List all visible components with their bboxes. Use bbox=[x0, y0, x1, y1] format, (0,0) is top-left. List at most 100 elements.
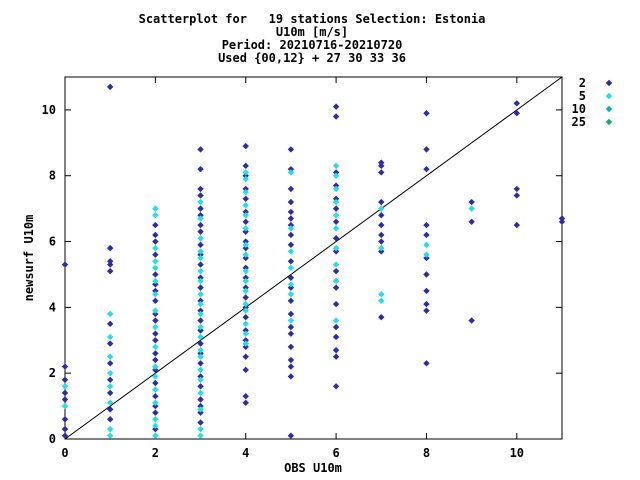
data-point bbox=[287, 323, 295, 331]
data-point bbox=[423, 231, 430, 239]
data-point bbox=[287, 281, 295, 288]
data-point bbox=[197, 254, 204, 262]
data-point bbox=[106, 333, 114, 341]
data-point bbox=[242, 225, 249, 232]
data-point bbox=[61, 416, 69, 423]
data-point bbox=[242, 169, 249, 176]
data-point bbox=[332, 244, 340, 252]
data-point bbox=[152, 343, 159, 351]
data-point bbox=[332, 113, 340, 120]
data-point bbox=[332, 212, 340, 219]
data-point bbox=[242, 241, 249, 249]
legend-label: 10 bbox=[572, 102, 586, 116]
data-point bbox=[152, 379, 159, 387]
x-tick-label: 4 bbox=[242, 446, 249, 460]
data-point bbox=[423, 165, 430, 173]
data-point bbox=[242, 195, 249, 202]
data-point bbox=[423, 254, 430, 262]
data-point bbox=[332, 162, 340, 170]
legend-marker bbox=[605, 105, 613, 113]
data-point bbox=[61, 396, 69, 403]
data-point bbox=[332, 261, 340, 268]
x-tick-label: 8 bbox=[423, 446, 430, 460]
data-point bbox=[287, 198, 295, 206]
data-point bbox=[332, 218, 340, 225]
data-point bbox=[152, 416, 159, 423]
data-point bbox=[287, 248, 295, 255]
title-line-4: Used {00,12} + 27 30 33 36 bbox=[218, 51, 406, 65]
data-point bbox=[287, 185, 295, 193]
data-point bbox=[287, 221, 295, 229]
x-tick-label: 2 bbox=[152, 446, 159, 460]
data-point bbox=[197, 300, 204, 308]
data-point bbox=[242, 314, 249, 321]
data-point bbox=[378, 162, 385, 170]
data-point bbox=[61, 389, 69, 397]
data-point bbox=[242, 337, 249, 344]
data-point bbox=[242, 399, 249, 406]
data-point bbox=[287, 165, 295, 173]
data-point bbox=[152, 399, 159, 406]
data-point bbox=[332, 103, 340, 110]
data-point bbox=[152, 330, 159, 337]
data-point bbox=[423, 241, 430, 249]
data-point bbox=[287, 231, 295, 239]
data-point bbox=[287, 225, 295, 232]
data-point bbox=[152, 425, 159, 433]
data-point bbox=[287, 310, 295, 318]
data-point bbox=[287, 291, 295, 298]
data-point bbox=[106, 83, 114, 91]
data-point bbox=[197, 215, 204, 222]
data-point bbox=[197, 353, 204, 360]
data-point bbox=[378, 244, 385, 252]
data-point bbox=[242, 300, 249, 308]
data-point bbox=[152, 277, 159, 285]
data-point bbox=[106, 310, 114, 318]
data-point bbox=[332, 317, 340, 324]
data-point bbox=[152, 271, 159, 278]
data-point bbox=[61, 425, 69, 433]
data-point bbox=[152, 251, 159, 258]
data-point bbox=[242, 274, 249, 281]
data-point bbox=[378, 169, 385, 176]
data-point bbox=[106, 389, 114, 397]
x-tick-label: 0 bbox=[61, 446, 68, 460]
data-point bbox=[152, 281, 159, 288]
data-point bbox=[332, 300, 340, 308]
data-point bbox=[197, 346, 204, 354]
data-point bbox=[287, 343, 295, 351]
data-point bbox=[197, 396, 204, 403]
data-point bbox=[287, 317, 295, 324]
data-point bbox=[197, 228, 204, 235]
data-point bbox=[423, 146, 430, 153]
data-point bbox=[152, 337, 159, 344]
data-point bbox=[332, 284, 340, 291]
data-point bbox=[152, 409, 159, 416]
data-point bbox=[332, 323, 340, 331]
data-point bbox=[287, 258, 295, 265]
data-point bbox=[197, 425, 204, 433]
data-point bbox=[378, 238, 385, 245]
data-point bbox=[242, 284, 249, 291]
data-point bbox=[332, 383, 340, 390]
data-point bbox=[287, 363, 295, 370]
x-axis: 0 2 4 6 8 10 bbox=[61, 77, 524, 460]
data-point bbox=[197, 350, 204, 357]
data-point bbox=[152, 231, 159, 239]
data-point bbox=[242, 162, 249, 170]
data-point bbox=[106, 416, 114, 423]
data-point bbox=[242, 267, 249, 275]
data-point bbox=[378, 198, 385, 206]
data-point bbox=[242, 202, 249, 209]
data-point bbox=[242, 353, 249, 360]
data-point bbox=[242, 251, 249, 258]
data-point bbox=[332, 277, 340, 285]
data-point bbox=[61, 402, 69, 410]
y-tick-label: 6 bbox=[49, 235, 56, 249]
data-point bbox=[287, 373, 295, 380]
data-point bbox=[378, 231, 385, 239]
data-point bbox=[197, 284, 204, 291]
data-point bbox=[106, 376, 114, 383]
data-point bbox=[378, 221, 385, 229]
data-point bbox=[242, 244, 249, 252]
